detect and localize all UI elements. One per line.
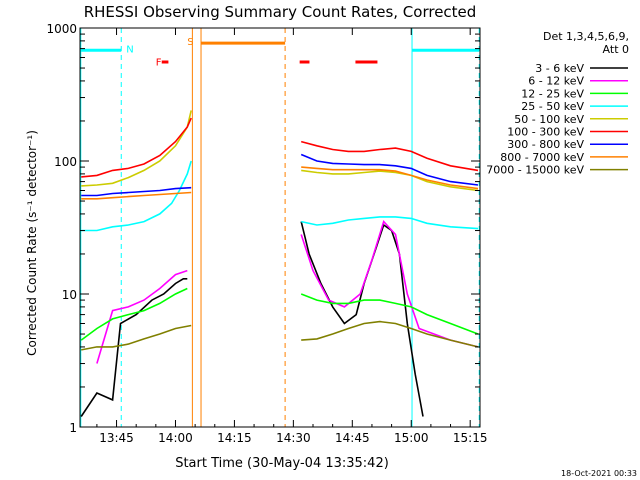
series-3-line-0 <box>81 160 192 232</box>
legend-label-7: 800 - 7000 keV <box>500 151 584 164</box>
legend-label-4: 50 - 100 keV <box>514 113 584 126</box>
series-4-line-0 <box>81 110 192 187</box>
flare-label: F <box>156 57 162 68</box>
series-2-line-0 <box>80 287 188 341</box>
footer-date: 18-Oct-2021 00:33 <box>561 469 637 478</box>
y-axis-label: Corrected Count Rate (s⁻¹ detector⁻¹) <box>25 130 39 356</box>
series-6-line-1 <box>300 153 479 186</box>
series-7-line-1 <box>301 166 479 190</box>
x-axis-label: Start Time (30-May-04 13:35:42) <box>175 456 389 471</box>
legend-label-3: 25 - 50 keV <box>521 100 584 113</box>
legend-label-0: 3 - 6 keV <box>535 62 584 75</box>
y-tick-label-2: 100 <box>54 155 77 169</box>
y-tick-label-3: 1000 <box>46 22 77 36</box>
y-ticks: 1 10 100 1000 <box>46 22 480 435</box>
plot-frame <box>79 27 481 428</box>
series-6-line-0 <box>81 186 192 197</box>
saa-label: S <box>187 37 193 48</box>
series-5-line-1 <box>300 140 479 172</box>
legend-title-line1: Det 1,3,4,5,6,9, <box>543 30 629 43</box>
night-label: N <box>126 44 133 55</box>
legend-label-2: 12 - 25 keV <box>521 87 584 100</box>
legend-label-6: 300 - 800 keV <box>507 138 584 151</box>
x-tick-label-6: 15:15 <box>453 431 488 445</box>
series-1-line-1 <box>300 220 479 348</box>
x-ticks: 13:45 14:00 14:15 14:30 14:45 15:00 15:15 <box>96 28 488 445</box>
x-tick-label-3: 14:30 <box>276 431 311 445</box>
series-4-line-1 <box>301 169 479 192</box>
legend-label-5: 100 - 300 keV <box>507 126 584 139</box>
series-7-line-0 <box>81 191 192 200</box>
series-3-line-1 <box>301 216 479 230</box>
series-1-line-0 <box>96 269 188 364</box>
x-tick-label-5: 15:00 <box>394 431 429 445</box>
x-tick-label-2: 14:15 <box>217 431 252 445</box>
series-8-line-0 <box>81 324 192 351</box>
legend-label-8: 7000 - 15000 keV <box>486 164 584 177</box>
legend-title-line2: Att 0 <box>603 43 629 56</box>
series-2-line-1 <box>300 293 479 335</box>
series-0-line-1 <box>300 221 424 417</box>
x-tick-label-1: 14:00 <box>158 431 193 445</box>
legend-label-1: 6 - 12 keV <box>528 75 584 88</box>
y-tick-label-0: 1 <box>69 421 77 435</box>
series-5-line-0 <box>81 117 192 178</box>
x-tick-label-4: 14:45 <box>335 431 370 445</box>
series-8-line-1 <box>301 320 479 348</box>
y-tick-label-1: 10 <box>62 288 77 302</box>
series-0-line-0 <box>80 277 188 417</box>
plot-layer: N F S <box>80 28 480 427</box>
chart-title: RHESSI Observing Summary Count Rates, Co… <box>84 3 477 21</box>
x-tick-label-0: 13:45 <box>99 431 134 445</box>
